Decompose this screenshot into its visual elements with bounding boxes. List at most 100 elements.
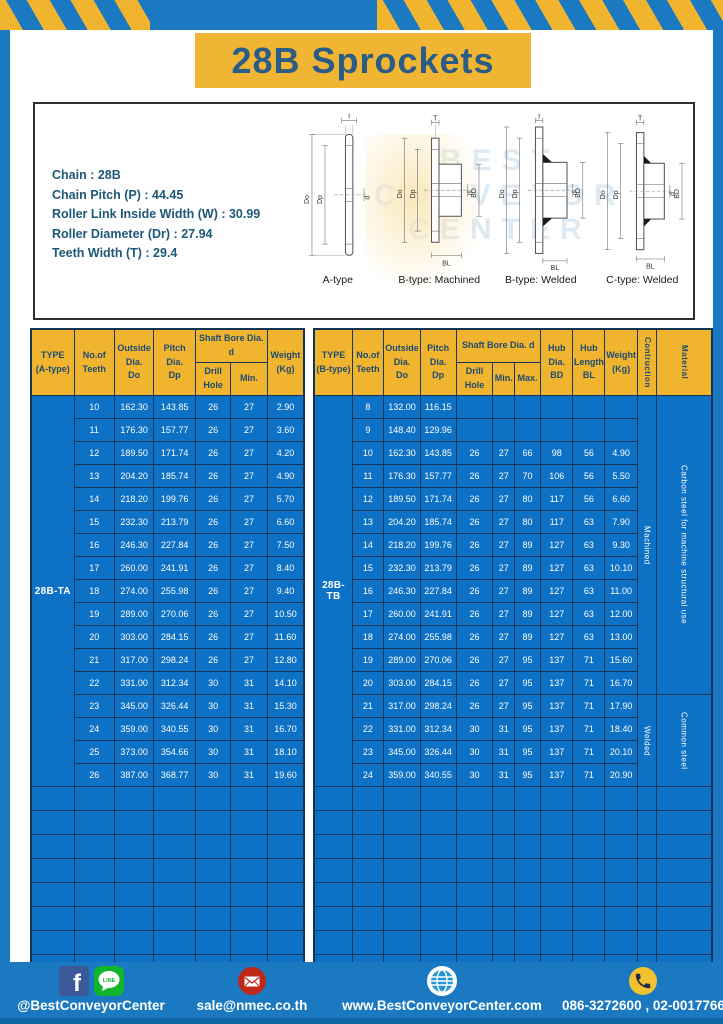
diagram-label-a: A-type <box>322 274 353 286</box>
data-cell: 10 <box>73 395 115 419</box>
data-cell <box>604 418 638 442</box>
data-cell: 30 <box>194 671 232 695</box>
diagram-c-welded: T Do Dp d BD <box>592 114 694 318</box>
empty-cell <box>266 810 305 835</box>
dim-label-t: T <box>537 114 542 121</box>
footer-phone-section: 086-3272600 , 02-0017766 <box>562 962 723 1024</box>
data-cell: 26 <box>73 763 115 787</box>
empty-cell <box>655 930 713 955</box>
data-cell: 27 <box>230 487 268 511</box>
column-header: Outside Dia. Do <box>383 328 421 396</box>
data-cell: 359.00 <box>383 763 421 787</box>
table-row: 16 246.30 227.84 26 27 89 127 63 11.00 <box>314 579 712 603</box>
data-cell: 27 <box>230 395 268 419</box>
data-cell: 171.74 <box>153 441 196 465</box>
dim-label-dp: Dp <box>613 190 620 199</box>
empty-cell <box>313 858 353 883</box>
data-cell: 71 <box>572 717 606 741</box>
data-cell: 63 <box>572 579 606 603</box>
spec-diagram-panel: BEST CONVEYOR CENTER Chain : 28B Chain P… <box>33 102 695 320</box>
empty-cell <box>313 930 353 955</box>
footer-social-icons: f LINE <box>58 964 124 998</box>
data-cell: 89 <box>513 579 542 603</box>
empty-cell <box>655 834 713 859</box>
empty-cell <box>513 882 542 907</box>
data-cell: 127 <box>540 625 574 649</box>
spec-line-roller-dia: Roller Diameter (Dr) : 27.94 <box>52 226 213 241</box>
data-cell: 26 <box>194 441 232 465</box>
empty-cell <box>73 882 115 907</box>
data-cell: 66 <box>513 441 542 465</box>
data-cell: 80 <box>513 510 542 534</box>
empty-cell <box>492 930 515 955</box>
empty-cell <box>636 906 657 931</box>
data-cell: 26 <box>455 694 494 718</box>
column-header: Min. <box>492 362 515 396</box>
empty-cell <box>30 786 75 811</box>
empty-cell <box>383 930 421 955</box>
empty-cell <box>194 930 232 955</box>
sprocket-drawing-c-welded-icon: T Do Dp d BD <box>600 116 686 270</box>
data-cell: 24 <box>73 717 115 741</box>
empty-cell <box>655 906 713 931</box>
table-row: 18 274.00 255.98 26 27 9.40 <box>31 579 305 603</box>
data-cell: 12 <box>351 487 385 511</box>
data-cell: 298.24 <box>419 694 457 718</box>
table-row: 9 148.40 129.96 <box>314 418 712 442</box>
empty-cell <box>492 786 515 811</box>
data-cell: 26 <box>455 671 494 695</box>
empty-cell <box>492 858 515 883</box>
data-cell: 26 <box>455 579 494 603</box>
empty-cell <box>73 786 115 811</box>
data-cell: 8 <box>351 395 385 419</box>
data-cell: 95 <box>513 717 542 741</box>
paper: 28B Sprockets BEST CONVEYOR CENTER Chain… <box>10 30 713 980</box>
empty-cell <box>230 786 268 811</box>
data-cell: 31 <box>230 671 268 695</box>
empty-cell <box>153 834 196 859</box>
hazard-stripes-right-icon <box>377 0 723 30</box>
dim-label-bl: BL <box>550 265 559 272</box>
data-cell: 284.15 <box>419 671 457 695</box>
dim-label-d: d <box>572 191 579 195</box>
empty-cell <box>194 810 232 835</box>
data-cell <box>513 395 542 419</box>
data-cell: 17.90 <box>604 694 638 718</box>
data-cell: 185.74 <box>153 464 196 488</box>
empty-cell <box>540 882 574 907</box>
column-header: Pitch Dia. Dp <box>153 328 196 396</box>
data-cell: 137 <box>540 740 574 764</box>
data-cell: 24 <box>351 763 385 787</box>
data-cell: 27 <box>492 487 515 511</box>
data-cell: 20.10 <box>604 740 638 764</box>
footer-email: sale@nmec.co.th <box>196 998 308 1013</box>
empty-cell <box>604 882 638 907</box>
empty-cell <box>194 882 232 907</box>
dim-label-bd: BD <box>575 188 582 198</box>
data-cell: 27 <box>230 533 268 557</box>
empty-cell <box>73 858 115 883</box>
data-cell: 15.60 <box>604 648 638 672</box>
empty-cell <box>153 882 196 907</box>
data-cell: 9.40 <box>266 579 305 603</box>
data-cell <box>513 418 542 442</box>
footer-email-section: sale@nmec.co.th <box>182 962 322 1024</box>
title-banner: 28B Sprockets <box>195 33 531 88</box>
data-cell: 31 <box>230 763 268 787</box>
empty-cell <box>194 906 232 931</box>
empty-cell <box>313 834 353 859</box>
phone-icon <box>629 967 658 995</box>
diagram-row: T Do Dp d A-type <box>287 104 693 318</box>
data-cell: 30 <box>455 717 494 741</box>
empty-cell <box>266 930 305 955</box>
sprocket-drawing-b-welded-icon: T Do Dp d BD <box>499 114 586 272</box>
data-cell: 31 <box>230 740 268 764</box>
diagram-label-c-welded: C-type: Welded <box>606 274 679 286</box>
line-icon: LINE <box>93 966 124 996</box>
table-row: 24 359.00 340.55 30 31 16.70 <box>31 717 305 741</box>
data-cell: 20.90 <box>604 763 638 787</box>
data-cell: 317.00 <box>113 648 155 672</box>
empty-cell <box>492 882 515 907</box>
table-row: 16 246.30 227.84 26 27 7.50 <box>31 533 305 557</box>
data-cell: 117 <box>540 487 574 511</box>
